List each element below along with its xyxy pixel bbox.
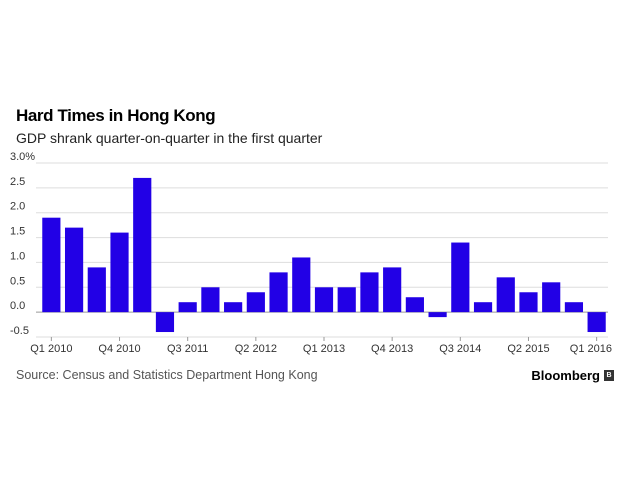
- bar-q4-2014: [473, 302, 493, 313]
- x-tick-label: Q4 2013: [371, 343, 413, 355]
- bar-q2-2014: [428, 312, 447, 318]
- bar-q4-2010: [110, 232, 129, 313]
- bar-q4-2011: [201, 287, 220, 313]
- y-tick-label: 0.0: [10, 300, 25, 312]
- x-tick-label: Q2 2012: [235, 343, 277, 355]
- bar-q2-2011: [155, 312, 175, 333]
- bar-q4-2013: [383, 267, 402, 313]
- x-tick-label: Q1 2016: [570, 343, 612, 355]
- x-tick-label: Q2 2015: [507, 343, 549, 355]
- y-tick-label: 2.0: [10, 201, 25, 213]
- bloomberg-icon: B: [604, 370, 614, 381]
- x-tick-label: Q3 2011: [167, 343, 208, 355]
- bars: [42, 177, 606, 333]
- chart-title: Hard Times in Hong Kong: [16, 106, 216, 125]
- bar-q3-2014: [451, 242, 470, 313]
- bar-q4-2015: [564, 302, 584, 313]
- bar-q1-2016: [587, 312, 606, 333]
- brand-name: Bloomberg: [531, 368, 600, 383]
- y-tick-label: 1.0: [10, 250, 25, 262]
- bar-q2-2012: [246, 292, 265, 313]
- bar-q2-2010: [64, 227, 84, 313]
- bar-q2-2013: [337, 287, 356, 313]
- bar-q2-2015: [519, 292, 538, 313]
- y-tick-label: 3.0%: [10, 151, 35, 163]
- bar-chart: 3.0% 2.5 2.0 1.5 1.0 0.5 0.0 -0.5 Q1 2010 Q4 201…: [10, 151, 612, 355]
- source-note: Source: Census and Statistics Department…: [16, 368, 318, 382]
- y-tick-label: 2.5: [10, 176, 25, 188]
- bar-q1-2013: [314, 287, 334, 313]
- bar-q4-2012: [292, 257, 311, 313]
- x-tick-label: Q3 2014: [439, 343, 481, 355]
- chart-subtitle: GDP shrank quarter-on-quarter in the fir…: [16, 130, 323, 146]
- bar-q1-2012: [224, 302, 243, 313]
- y-tick-label: 0.5: [10, 275, 25, 287]
- bar-q3-2011: [178, 302, 197, 313]
- grid-lines: [36, 162, 608, 338]
- bar-q3-2013: [360, 272, 379, 313]
- y-tick-labels: 3.0% 2.5 2.0 1.5 1.0 0.5 0.0 -0.5: [10, 151, 35, 337]
- bar-q1-2010: [42, 217, 61, 313]
- bloomberg-logo: Bloomberg B: [531, 368, 614, 383]
- y-tick-label: 1.5: [10, 226, 25, 238]
- bar-q1-2015: [496, 277, 515, 313]
- x-tick-label: Q4 2010: [98, 343, 140, 355]
- bar-q3-2015: [542, 282, 561, 313]
- bar-q3-2010: [87, 267, 106, 313]
- x-tick-label: Q1 2010: [30, 343, 72, 355]
- x-tick-label: Q1 2013: [303, 343, 345, 355]
- bar-q1-2014: [405, 297, 424, 313]
- bar-q3-2012: [269, 272, 288, 313]
- x-tick-labels: Q1 2010 Q4 2010 Q3 2011 Q2 2012 Q1 2013 Q4 20…: [30, 337, 612, 355]
- bar-q1-2011: [133, 177, 152, 313]
- y-tick-label: -0.5: [10, 325, 29, 337]
